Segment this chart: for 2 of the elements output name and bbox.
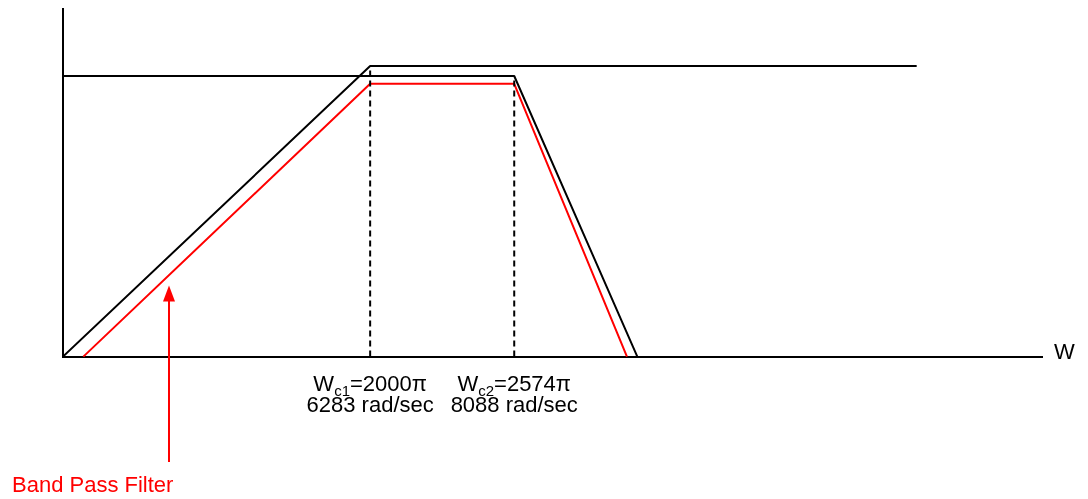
x-axis-title: W (1054, 338, 1075, 364)
text: Band Pass Filter (12, 472, 174, 497)
